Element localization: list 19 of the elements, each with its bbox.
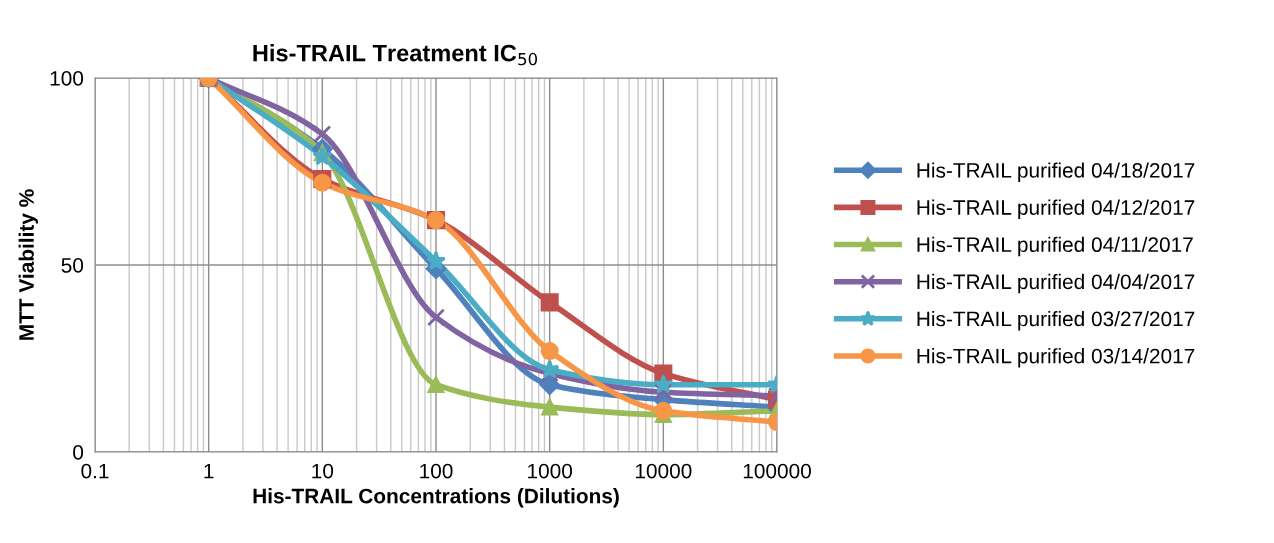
legend-label: His-TRAIL purified 03/27/2017 <box>917 310 1195 331</box>
x-tick-label: 0.1 <box>81 463 109 479</box>
x-axis-title: His-TRAIL Concentrations (Dilutions) <box>253 488 619 508</box>
y-tick-label: 100 <box>50 71 84 86</box>
y-tick-label: 50 <box>61 258 84 273</box>
x-tick-label: 1000 <box>528 463 573 479</box>
legend-label: His-TRAIL purified 04/18/2017 <box>917 162 1195 182</box>
x-tick-label: 10000 <box>635 463 692 479</box>
x-tick-label: 100 <box>420 463 453 479</box>
y-tick-label: 0 <box>73 445 84 460</box>
x-tick-label: 100000 <box>743 463 811 479</box>
chart-title: His-TRAIL Treatment IC$_{50}$ <box>253 44 538 66</box>
legend-label: His-TRAIL purified 04/04/2017 <box>917 273 1195 294</box>
y-axis-title: MTT Viability % <box>18 189 39 340</box>
legend-label: His-TRAIL purified 04/12/2017 <box>917 199 1195 220</box>
x-tick-label: 10 <box>312 463 334 479</box>
legend-label: His-TRAIL purified 03/14/2017 <box>917 348 1195 368</box>
x-tick-label: 1 <box>204 463 214 479</box>
legend-label: His-TRAIL purified 04/11/2017 <box>917 236 1193 257</box>
